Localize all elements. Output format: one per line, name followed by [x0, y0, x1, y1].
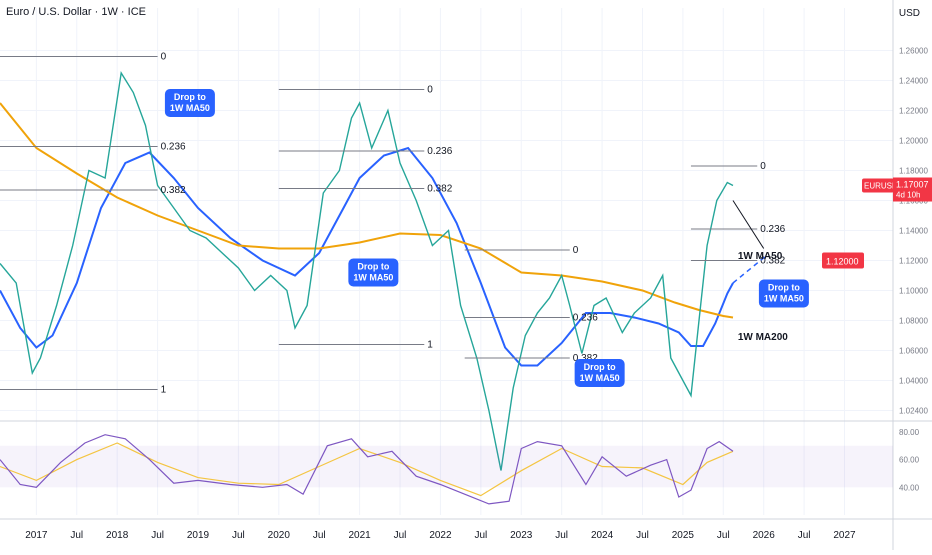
price-tick-label: 1.22000: [899, 107, 928, 116]
annotation-text: 1W MA50: [580, 373, 620, 383]
target-tag-value: 1.12000: [826, 257, 859, 267]
time-tick-label: Jul: [798, 530, 811, 541]
rsi-signal-line: [0, 442, 734, 497]
time-tick-label: Jul: [394, 530, 407, 541]
price-tick-label: 1.10000: [899, 287, 928, 296]
rsi-tick-label: 80.00: [899, 428, 920, 437]
price-tick-label: 1.02400: [899, 407, 928, 416]
projection-ma50: [732, 253, 769, 284]
price-tick-label: 1.18000: [899, 167, 928, 176]
annotation-label: 1W MA50: [738, 251, 783, 262]
annotation-text: Drop to: [584, 362, 616, 372]
fib-level-label: 0.382: [760, 256, 785, 267]
annotation-text: 1W MA50: [764, 294, 804, 304]
annotation-callout: [574, 359, 625, 387]
annotation-text: 1W MA50: [170, 103, 210, 113]
fib-level-label: 0: [427, 85, 433, 96]
annotation-text: 1W MA50: [353, 273, 393, 283]
symbol-title: Euro / U.S. Dollar · 1W · ICE: [6, 6, 146, 18]
fib-level-label: 1: [427, 340, 433, 351]
price-tag-bg: [893, 177, 932, 202]
time-tick-label: Jul: [313, 530, 326, 541]
fib-level-label: 0.236: [573, 313, 598, 324]
fib-level-label: 0: [760, 161, 766, 172]
annotation-callout: [348, 258, 399, 287]
time-tick-label: 2027: [833, 530, 856, 541]
price-tick-label: 1.04000: [899, 377, 928, 386]
price-tag-symbol-bg: [862, 178, 894, 193]
annotation-label: 1W MA200: [738, 332, 788, 343]
time-tick-label: 2024: [591, 530, 614, 541]
fib-level-label: 0: [161, 52, 167, 63]
time-tick-label: 2025: [672, 530, 695, 541]
ma-line: [0, 102, 734, 319]
projection-arrow: [732, 200, 765, 249]
time-tick-label: Jul: [636, 530, 649, 541]
time-tick-label: Jul: [151, 530, 164, 541]
price-tick-label: 1.26000: [899, 47, 928, 56]
rsi-line: [0, 434, 734, 505]
time-tick-label: 2018: [106, 530, 129, 541]
fib-level-label: 0.382: [161, 185, 186, 196]
time-tick-label: 2021: [348, 530, 371, 541]
rsi-tick-label: 40.00: [899, 483, 920, 492]
time-tick-label: Jul: [474, 530, 487, 541]
fib-level-label: 0.382: [427, 184, 452, 195]
price-tick-label: 1.24000: [899, 77, 928, 86]
price-tick-label: 1.20000: [899, 137, 928, 146]
fib-level-label: 1: [161, 385, 167, 396]
rsi-band: [0, 445, 893, 488]
price-tag-symbol: EURUSD: [864, 182, 898, 191]
target-tag-bg: [822, 252, 864, 269]
time-tick-label: Jul: [717, 530, 730, 541]
fib-level-label: 0.382: [573, 353, 598, 364]
time-tick-label: 2026: [753, 530, 776, 541]
ma-line: [0, 146, 734, 367]
time-tick-label: Jul: [555, 530, 568, 541]
time-tick-label: 2019: [187, 530, 210, 541]
price-tick-label: 1.14000: [899, 227, 928, 236]
fib-level-label: 0.236: [161, 142, 186, 153]
price-tag-countdown: 4d 10h: [896, 191, 920, 200]
fib-level-label: 0.236: [427, 146, 452, 157]
fib-level-label: 0: [573, 245, 579, 256]
annotation-callout: [758, 279, 809, 308]
fib-level-label: 0.236: [760, 224, 785, 235]
time-tick-label: 2022: [429, 530, 452, 541]
price-tag-value: 1.17007: [896, 180, 929, 190]
rsi-tick-label: 60.00: [899, 456, 920, 465]
annotation-callout: [164, 89, 215, 117]
price-tick-label: 1.12000: [899, 257, 928, 266]
time-tick-label: 2020: [268, 530, 291, 541]
price-tick-label: 1.08000: [899, 317, 928, 326]
time-tick-label: 2017: [25, 530, 48, 541]
annotation-text: Drop to: [174, 92, 206, 102]
annotation-text: Drop to: [357, 262, 389, 272]
annotation-text: Drop to: [768, 283, 800, 293]
price-line: [0, 71, 734, 471]
time-tick-label: 2023: [510, 530, 533, 541]
price-tick-label: 1.06000: [899, 347, 928, 356]
currency-label: USD: [898, 8, 920, 19]
time-tick-label: Jul: [70, 530, 83, 541]
time-tick-label: Jul: [232, 530, 245, 541]
